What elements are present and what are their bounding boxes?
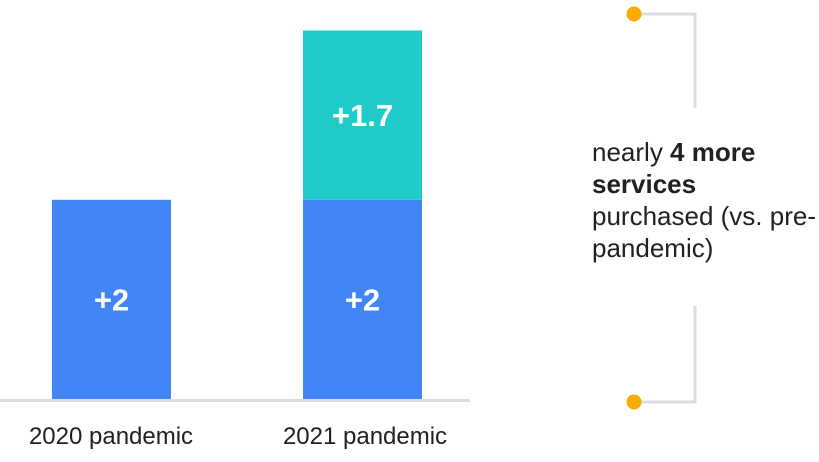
bracket-top-line [634, 12, 697, 108]
annotation-suffix: purchased (vs. pre-pandemic) [592, 201, 816, 263]
annotation-text: nearly 4 more services purchased (vs. pr… [592, 136, 817, 264]
category-label-2020: 2020 pandemic [28, 423, 194, 450]
category-label-2021: 2021 pandemic [282, 423, 448, 450]
bracket-bottom-dot [626, 394, 642, 410]
bracket-top-dot [626, 6, 642, 22]
data-label-2021-pandemic-series-1: +1.7 [332, 98, 393, 133]
data-label-2021-pandemic-series-0: +2 [345, 282, 380, 317]
bar-2021-pandemic-series-1 [303, 30, 422, 200]
bracket-bottom-line [634, 306, 697, 404]
data-label-2020-pandemic-series-0: +2 [94, 282, 129, 317]
bar-2021-pandemic-series-0 [303, 199, 422, 399]
annotation-prefix: nearly [592, 137, 671, 167]
annotation-bold: 4 more services [592, 137, 756, 199]
bar-2020-pandemic-series-0 [52, 199, 171, 399]
